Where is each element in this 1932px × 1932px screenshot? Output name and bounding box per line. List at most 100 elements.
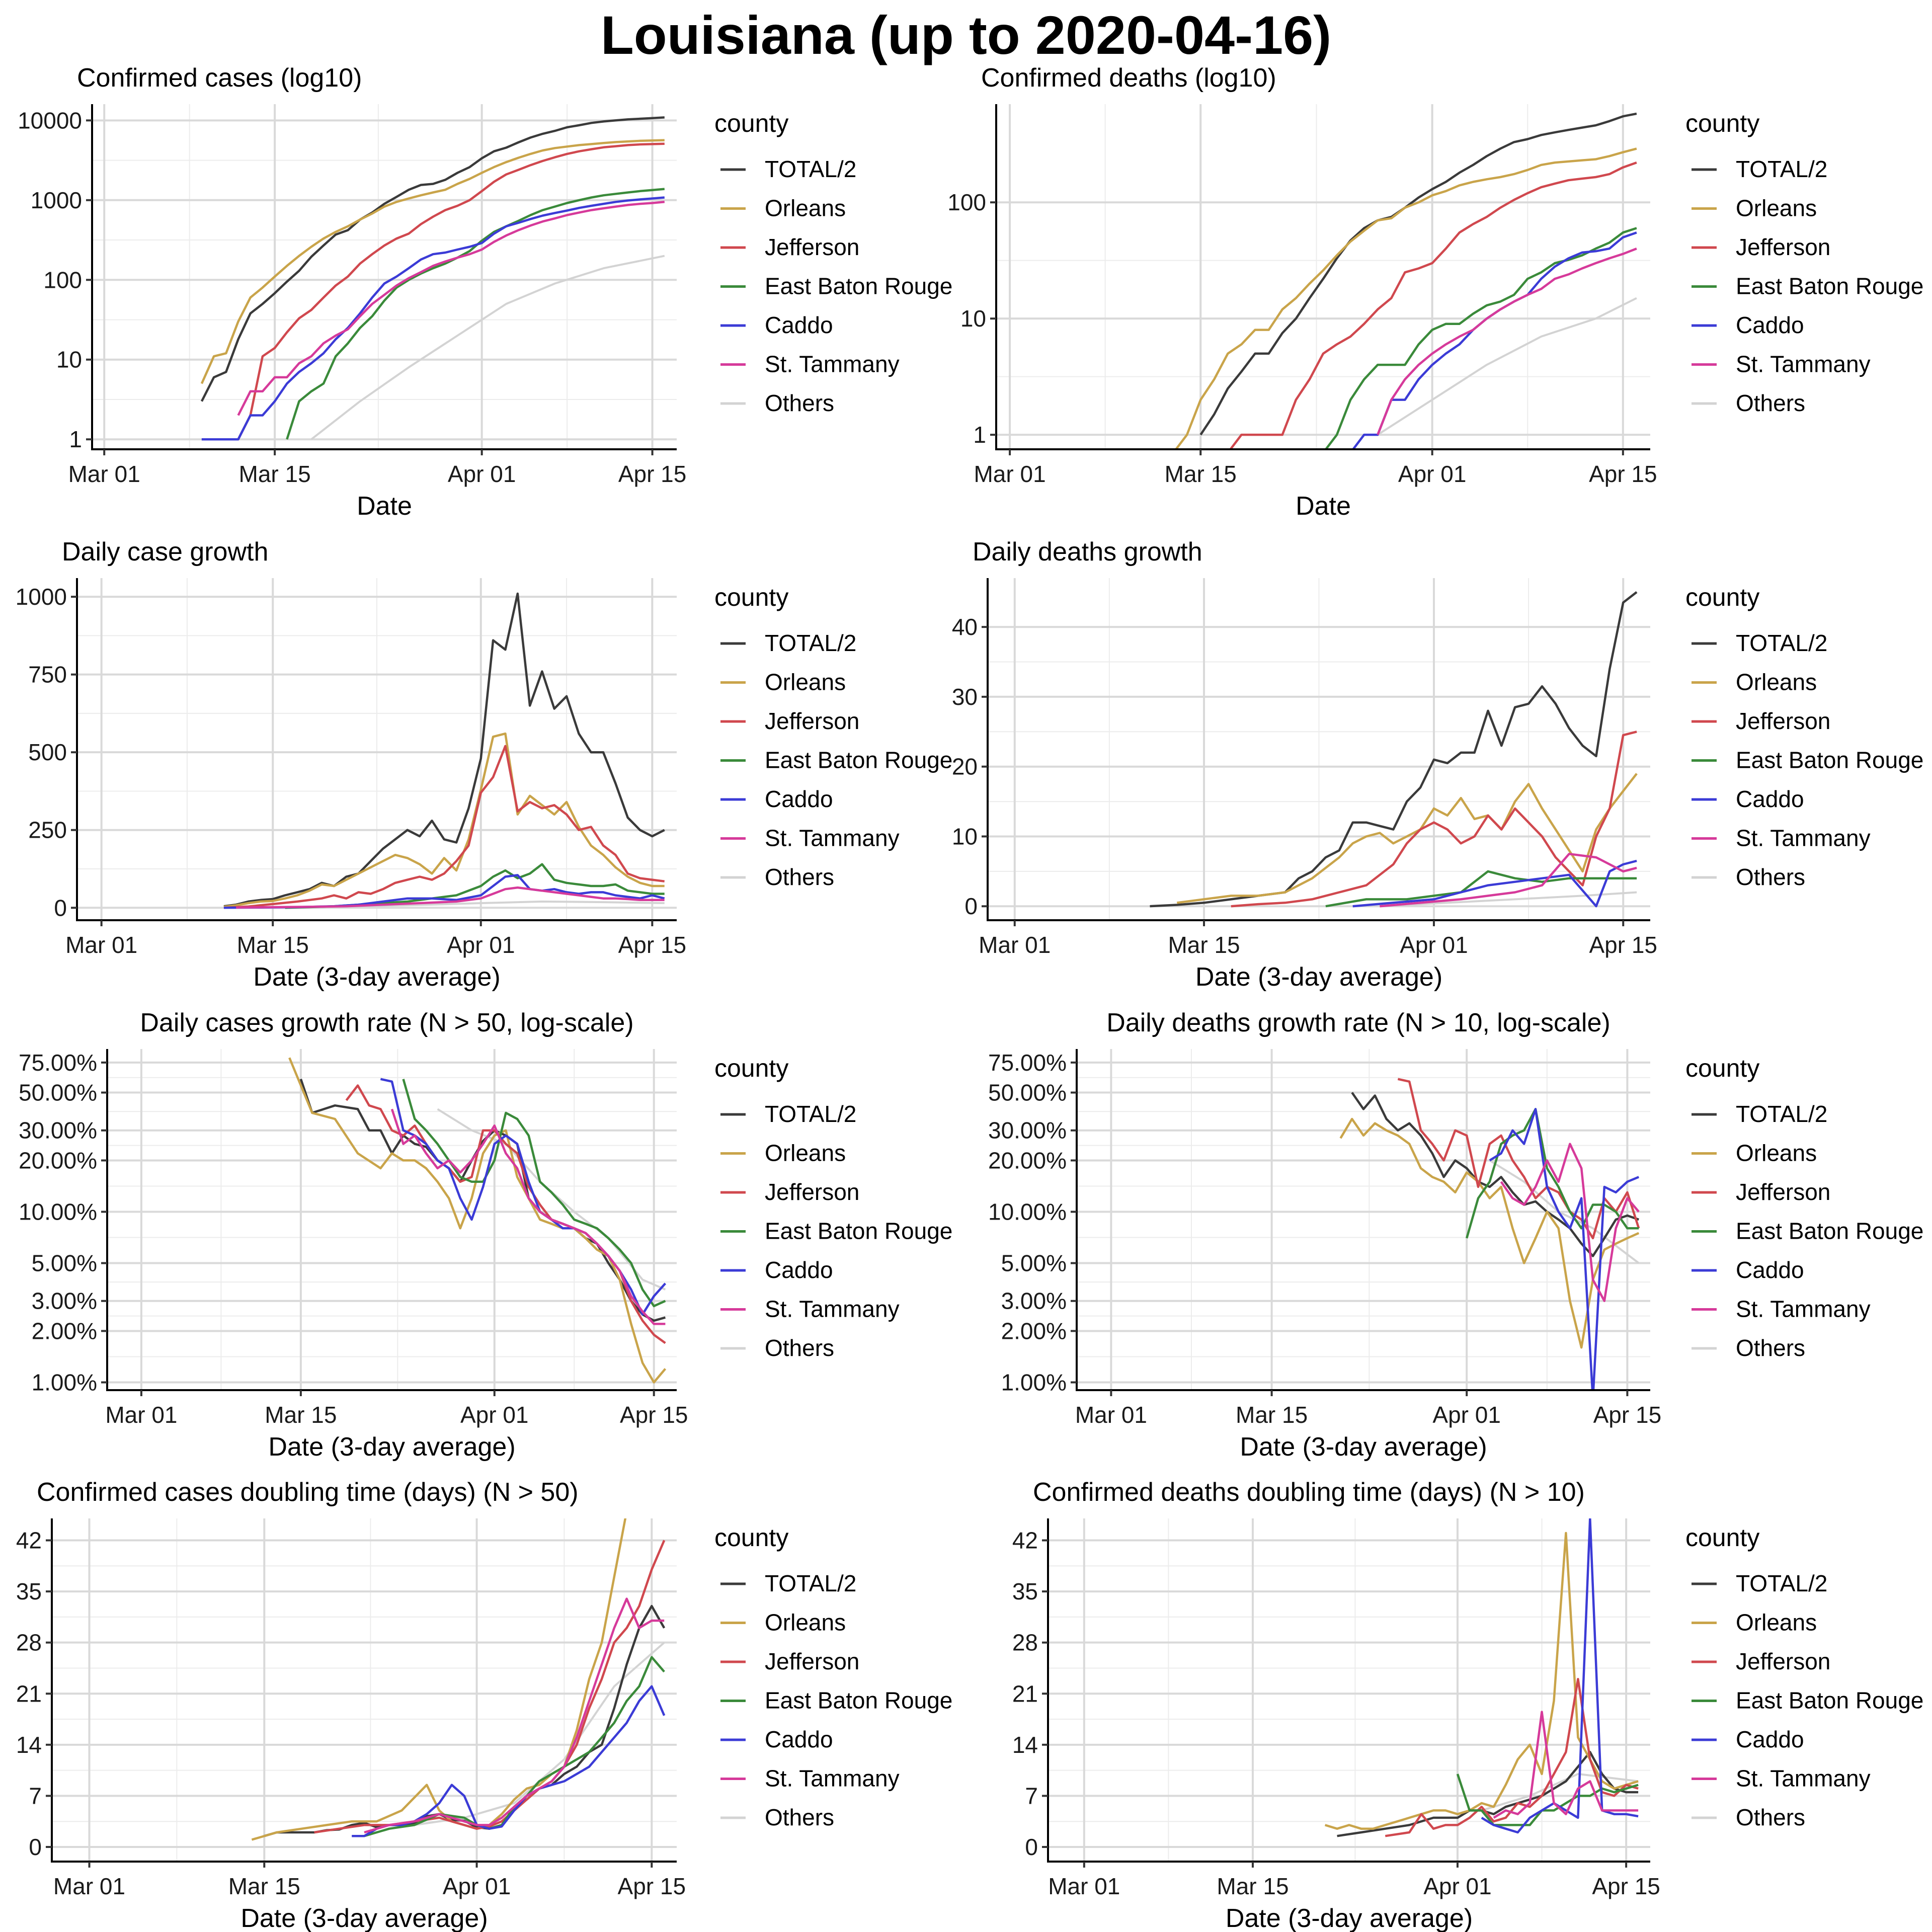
legend-label: Others — [1736, 1335, 1805, 1361]
legend-label: Others — [765, 1335, 834, 1361]
y-tick-label: 75.00% — [988, 1050, 1067, 1076]
panel-title: Confirmed cases doubling time (days) (N … — [37, 1478, 579, 1507]
x-tick-label: Mar 01 — [105, 1402, 177, 1428]
y-tick-label: 2.00% — [1001, 1318, 1067, 1344]
legend-label: Others — [1736, 864, 1805, 890]
legend-label: Jefferson — [1736, 1179, 1830, 1205]
y-tick-label: 1000 — [16, 584, 67, 610]
grid-lines — [988, 578, 1650, 920]
y-tick-label: 14 — [1012, 1732, 1038, 1758]
legend-label: Others — [765, 864, 834, 890]
series-line-orleans — [1339, 1117, 1640, 1349]
legend-title: county — [1685, 1523, 1759, 1552]
series-line-st-tammany — [364, 1597, 665, 1834]
y-tick-label: 7 — [1025, 1783, 1038, 1809]
x-axis-label: Date — [357, 492, 412, 521]
legend-label: Orleans — [1736, 1609, 1817, 1636]
x-tick-label: Mar 01 — [65, 932, 137, 958]
panel-title: Confirmed cases (log10) — [77, 63, 362, 93]
legend-title: county — [714, 109, 788, 137]
x-axis-label: Date (3-day average) — [268, 1432, 515, 1462]
legend-label: East Baton Rouge — [765, 1218, 952, 1244]
legend-label: Others — [765, 390, 834, 416]
legend-label: St. Tammany — [1736, 825, 1871, 851]
page-title: Louisiana (up to 2020-04-16) — [600, 5, 1332, 65]
series-line-east-baton-rouge — [1456, 1774, 1639, 1826]
legend-title: county — [714, 1054, 788, 1082]
legend-label: Caddo — [1736, 1726, 1804, 1752]
legend-label: TOTAL/2 — [1736, 630, 1827, 656]
y-tick-label: 750 — [28, 662, 67, 688]
series-line-others — [310, 255, 665, 440]
x-tick-label: Mar 01 — [1075, 1402, 1147, 1428]
series-line-orleans — [1177, 773, 1638, 904]
legend-label: Jefferson — [765, 1179, 859, 1205]
x-tick-label: Apr 15 — [1589, 932, 1657, 958]
series-line-st-tammany — [237, 201, 665, 416]
legend-label: St. Tammany — [765, 825, 900, 851]
legend-label: St. Tammany — [1736, 351, 1871, 377]
x-tick-label: Mar 01 — [974, 461, 1045, 487]
series-line-orleans — [251, 1518, 627, 1841]
series-line-others — [1377, 297, 1637, 436]
series-line-jefferson — [201, 142, 665, 441]
grid-lines — [92, 104, 677, 449]
panel-title: Daily case growth — [62, 537, 268, 567]
x-tick-label: Apr 15 — [618, 461, 687, 487]
grid-lines — [996, 104, 1650, 449]
y-tick-label: 42 — [16, 1527, 42, 1554]
series-line-others — [414, 1642, 665, 1826]
y-tick-label: 100 — [947, 189, 986, 215]
series-line-others — [1481, 1773, 1639, 1812]
x-axis-label: Date (3-day average) — [1226, 1904, 1473, 1932]
legend-label: St. Tammany — [1736, 1296, 1871, 1322]
y-tick-label: 10 — [960, 305, 986, 332]
legend-label: Orleans — [765, 1140, 846, 1166]
y-tick-label: 28 — [16, 1630, 42, 1656]
panel-title: Daily deaths growth rate (N > 10, log-sc… — [1106, 1008, 1610, 1037]
x-tick-label: Apr 01 — [1400, 932, 1468, 958]
legend: county TOTAL/2 Orleans Jefferson East Baton … — [714, 583, 952, 890]
x-tick-label: Mar 01 — [979, 932, 1051, 958]
y-tick-label: 30.00% — [988, 1117, 1067, 1144]
series-line-caddo — [1489, 1108, 1640, 1390]
legend: county TOTAL/2 Orleans Jefferson East Baton … — [1685, 1054, 1923, 1361]
series-line-st-tammany — [1380, 852, 1637, 908]
legend-label: Others — [1736, 1804, 1805, 1830]
y-tick-label: 50.00% — [19, 1080, 97, 1106]
series-line-st-tammany — [1493, 1711, 1639, 1819]
legend-label: Caddo — [765, 312, 833, 338]
legend-label: Orleans — [765, 195, 846, 221]
legend: county TOTAL/2 Orleans Jefferson East Baton … — [1685, 109, 1923, 416]
series-line-caddo — [1351, 231, 1637, 449]
y-tick-label: 10 — [952, 823, 978, 849]
x-tick-label: Mar 15 — [1236, 1402, 1308, 1428]
y-tick-label: 50.00% — [988, 1080, 1067, 1106]
x-tick-label: Apr 01 — [460, 1402, 529, 1428]
x-tick-label: Apr 15 — [1589, 461, 1657, 487]
series-line-jefferson — [1231, 731, 1637, 908]
series-line-east-baton-rouge — [285, 863, 665, 909]
series-lines — [288, 1057, 667, 1384]
y-tick-label: 30.00% — [19, 1117, 97, 1144]
series-line-jefferson — [223, 745, 665, 909]
x-tick-label: Mar 15 — [228, 1873, 300, 1899]
legend-label: Caddo — [1736, 312, 1804, 338]
grid-lines — [52, 1518, 677, 1862]
y-tick-label: 10.00% — [19, 1198, 97, 1225]
legend-label: East Baton Rouge — [1736, 273, 1923, 299]
chart-panel-7: 0 7 14 21 28 35 42 Mar 01 Mar 15 Apr 01 Apr 15 Conf… — [16, 1478, 953, 1932]
x-tick-label: Mar 15 — [1217, 1873, 1289, 1899]
y-tick-label: 1 — [973, 422, 986, 448]
x-tick-label: Mar 15 — [1165, 461, 1237, 487]
y-tick-label: 30 — [952, 684, 978, 710]
x-tick-label: Mar 01 — [1048, 1873, 1120, 1899]
y-tick-label: 3.00% — [32, 1288, 97, 1314]
legend-label: Caddo — [1736, 786, 1804, 812]
legend-label: St. Tammany — [1736, 1765, 1871, 1792]
y-tick-label: 20.00% — [988, 1147, 1067, 1173]
legend-label: Orleans — [765, 1609, 846, 1636]
series-line-east-baton-rouge — [1466, 1108, 1639, 1239]
chart-panel-2: 1 10 100 Mar 01 Mar 15 Apr 01 Apr 15 Confirmed … — [947, 63, 1923, 521]
legend-label: Jefferson — [765, 1648, 859, 1674]
